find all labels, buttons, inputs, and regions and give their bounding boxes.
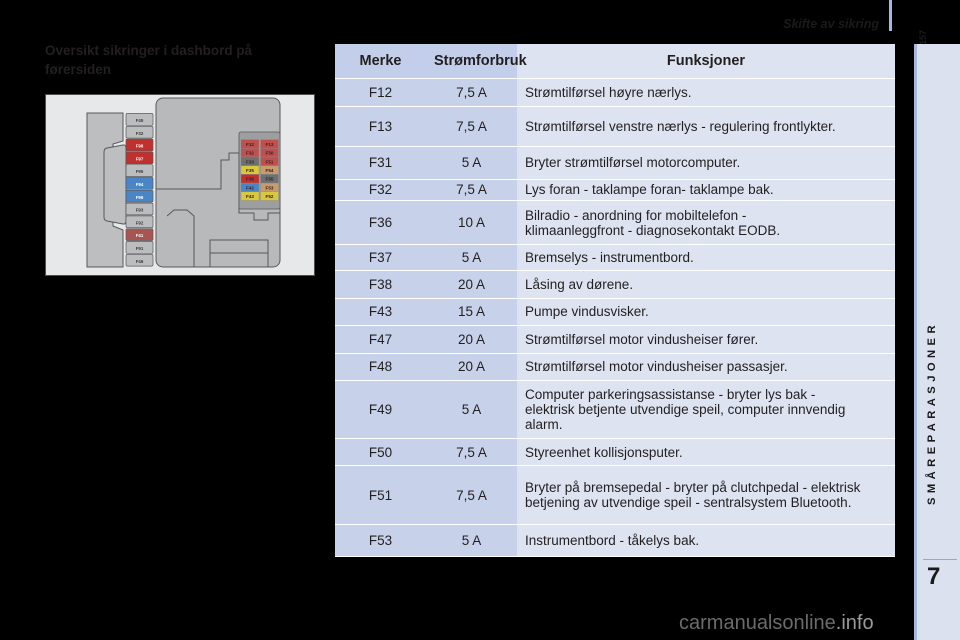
- svg-text:F52: F52: [266, 194, 274, 199]
- svg-text:F41: F41: [136, 233, 144, 238]
- svg-text:F43: F43: [246, 194, 254, 199]
- svg-text:F42: F42: [246, 185, 254, 190]
- svg-text:F12: F12: [246, 142, 254, 147]
- svg-text:F97: F97: [136, 156, 144, 161]
- svg-text:F45: F45: [136, 118, 144, 123]
- svg-text:F33: F33: [246, 159, 254, 164]
- svg-text:F50: F50: [266, 151, 274, 156]
- svg-text:F91: F91: [136, 246, 144, 251]
- svg-text:F96: F96: [136, 195, 144, 200]
- svg-text:F32: F32: [136, 131, 144, 136]
- svg-text:F94: F94: [136, 182, 144, 187]
- svg-text:F54: F54: [266, 168, 274, 173]
- svg-text:F13: F13: [266, 142, 274, 147]
- svg-text:F32: F32: [246, 151, 254, 156]
- svg-text:F98: F98: [136, 144, 144, 149]
- svg-text:F92: F92: [136, 220, 144, 225]
- svg-text:F53: F53: [266, 185, 274, 190]
- svg-text:F36: F36: [246, 177, 254, 182]
- svg-text:F46: F46: [136, 259, 144, 264]
- svg-text:F95: F95: [136, 169, 144, 174]
- svg-text:F35: F35: [246, 168, 254, 173]
- svg-text:F55: F55: [266, 177, 274, 182]
- svg-text:F93: F93: [136, 208, 144, 213]
- svg-text:F51: F51: [266, 159, 274, 164]
